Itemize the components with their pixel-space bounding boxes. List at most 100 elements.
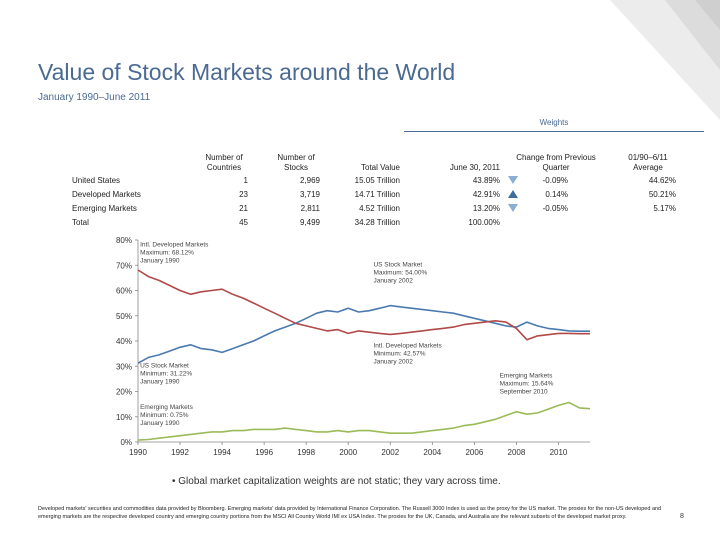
annotation-line: January 1990 <box>140 257 180 264</box>
change-value: 0.14% <box>545 189 568 199</box>
annotation-line: Minimum: 42.57% <box>373 350 425 357</box>
annotation-line: Minimum: 31.22% <box>140 371 192 378</box>
annotation-line: Maximum: 68.12% <box>140 249 194 256</box>
down-arrow-icon <box>508 204 518 213</box>
x-tick-label: 2000 <box>339 448 357 457</box>
annotation-line: Intl. Developed Markets <box>140 241 209 248</box>
row-label: Developed Markets <box>72 189 141 199</box>
market-weights-chart: 0% 10% 20% 30% 40% 50% 60% 70% 80% 1990 1992 1994 19… <box>116 236 591 457</box>
y-tick-label: 80% <box>116 236 132 245</box>
series-line-developed <box>137 269 590 341</box>
x-tick-label: 1992 <box>171 448 189 457</box>
cell-countries: 23 <box>239 189 248 199</box>
annotation-line: January 2002 <box>373 278 413 285</box>
x-tick-label: 2004 <box>423 448 441 457</box>
y-tick-label: 60% <box>116 287 132 296</box>
x-tick-label: 1994 <box>213 448 231 457</box>
page-number: 8 <box>680 513 684 520</box>
cell-change: -0.05% <box>500 201 596 215</box>
x-tick-label: 1996 <box>255 448 273 457</box>
cell-june: 13.20% <box>472 203 500 213</box>
header-change: Change from Previous Quarter <box>516 153 596 172</box>
cell-average: 44.62% <box>648 175 676 185</box>
x-tick-label: 1998 <box>297 448 315 457</box>
y-tick-label: 20% <box>116 388 132 397</box>
table-row: United States 1 2,969 15.05 Trillion 43.… <box>72 173 676 187</box>
cell-june: 43.89% <box>472 175 500 185</box>
chart-annotation: US Stock Market Maximum: 54.00% January 20… <box>373 262 427 285</box>
cell-total-value: 34.28 Trillion <box>354 217 400 227</box>
annotation-line: Intl. Developed Markets <box>373 342 442 349</box>
cell-june: 42.91% <box>472 189 500 199</box>
weights-divider <box>404 131 704 132</box>
cell-average: 5.17% <box>653 203 676 213</box>
annotation-line: January 2002 <box>373 358 413 365</box>
x-tick-label: 1990 <box>129 448 147 457</box>
chart-annotation: Emerging Markets Minimum: 0.75% January 19… <box>140 404 193 427</box>
annotation-line: January 1990 <box>140 420 180 427</box>
row-label: United States <box>72 175 121 185</box>
annotation-line: January 1990 <box>140 379 180 386</box>
cell-total-value: 4.52 Trillion <box>359 203 400 213</box>
chart-annotation: US Stock Market Minimum: 31.22% January 19… <box>140 363 192 386</box>
table-row: Developed Markets 23 3,719 14.71 Trillio… <box>72 187 676 201</box>
y-tick-label: 10% <box>116 413 132 422</box>
y-tick-label: 0% <box>120 438 132 447</box>
annotation-line: US Stock Market <box>140 363 189 370</box>
y-tick-label: 50% <box>116 312 132 321</box>
cell-change: 0.14% <box>500 187 596 201</box>
page-title: Value of Stock Markets around the World <box>38 59 456 85</box>
y-tick-label: 30% <box>116 362 132 371</box>
chart-annotation: Intl. Developed Markets Maximum: 68.12% Ja… <box>140 241 209 264</box>
cell-change <box>500 215 596 229</box>
cell-stocks: 9,499 <box>299 217 320 227</box>
cell-total-value: 15.05 Trillion <box>354 175 400 185</box>
x-tick-label: 2006 <box>465 448 483 457</box>
cell-june: 100.00% <box>468 217 500 227</box>
row-label: Emerging Markets <box>72 203 137 213</box>
cell-countries: 1 <box>243 175 248 185</box>
corner-decoration <box>610 0 720 120</box>
x-tick-label: 2002 <box>381 448 399 457</box>
annotation-line: Maximum: 15.64% <box>500 381 554 388</box>
table-row: Emerging Markets 21 2,811 4.52 Trillion … <box>72 201 676 215</box>
down-arrow-icon <box>508 176 518 185</box>
y-tick-label: 70% <box>116 261 132 270</box>
annotation-line: US Stock Market <box>373 262 422 269</box>
x-tick-label: 2008 <box>508 448 526 457</box>
header-countries: Number of Countries <box>205 153 243 172</box>
cell-average <box>596 215 676 229</box>
chart-annotation: Emerging Markets Maximum: 15.64% September… <box>500 373 554 396</box>
change-value: -0.05% <box>542 203 568 213</box>
page-subtitle: January 1990–June 2011 <box>38 92 151 103</box>
table-row: Total 45 9,499 34.28 Trillion 100.00% <box>72 215 676 229</box>
y-tick-label: 40% <box>116 337 132 346</box>
cell-stocks: 2,969 <box>299 175 320 185</box>
header-stocks: Number of Stocks <box>277 153 315 172</box>
footnote: Developed markets' securities and commod… <box>38 506 662 520</box>
annotation-line: Emerging Markets <box>500 373 553 380</box>
cell-stocks: 2,811 <box>300 203 320 213</box>
change-value: -0.09% <box>542 175 568 185</box>
annotation-line: Minimum: 0.75% <box>140 412 189 419</box>
cell-countries: 45 <box>239 217 248 227</box>
header-june: June 30, 2011 <box>449 163 500 172</box>
annotation-line: Maximum: 54.00% <box>373 270 427 277</box>
cell-total-value: 14.71 Trillion <box>354 189 400 199</box>
annotation-line: September 2010 <box>500 389 548 396</box>
weights-label: Weights <box>539 118 569 127</box>
cell-average: 50.21% <box>648 189 676 199</box>
annotation-line: Emerging Markets <box>140 404 193 411</box>
bullet-text: • Global market capitalization weights a… <box>172 476 501 487</box>
row-label: Total <box>72 217 89 227</box>
cell-stocks: 3,719 <box>299 189 320 199</box>
x-tick-label: 2010 <box>550 448 568 457</box>
header-blank <box>72 137 182 173</box>
cell-change: -0.09% <box>500 173 596 187</box>
cell-countries: 21 <box>239 203 248 213</box>
market-table: Number of Countries Number of Stocks Tot… <box>72 137 676 229</box>
header-total-value: Total Value <box>361 163 400 172</box>
header-average: 01/90–6/11 Average <box>628 153 668 172</box>
up-arrow-icon <box>508 190 518 199</box>
chart-annotation: Intl. Developed Markets Minimum: 42.57% Ja… <box>373 342 442 365</box>
